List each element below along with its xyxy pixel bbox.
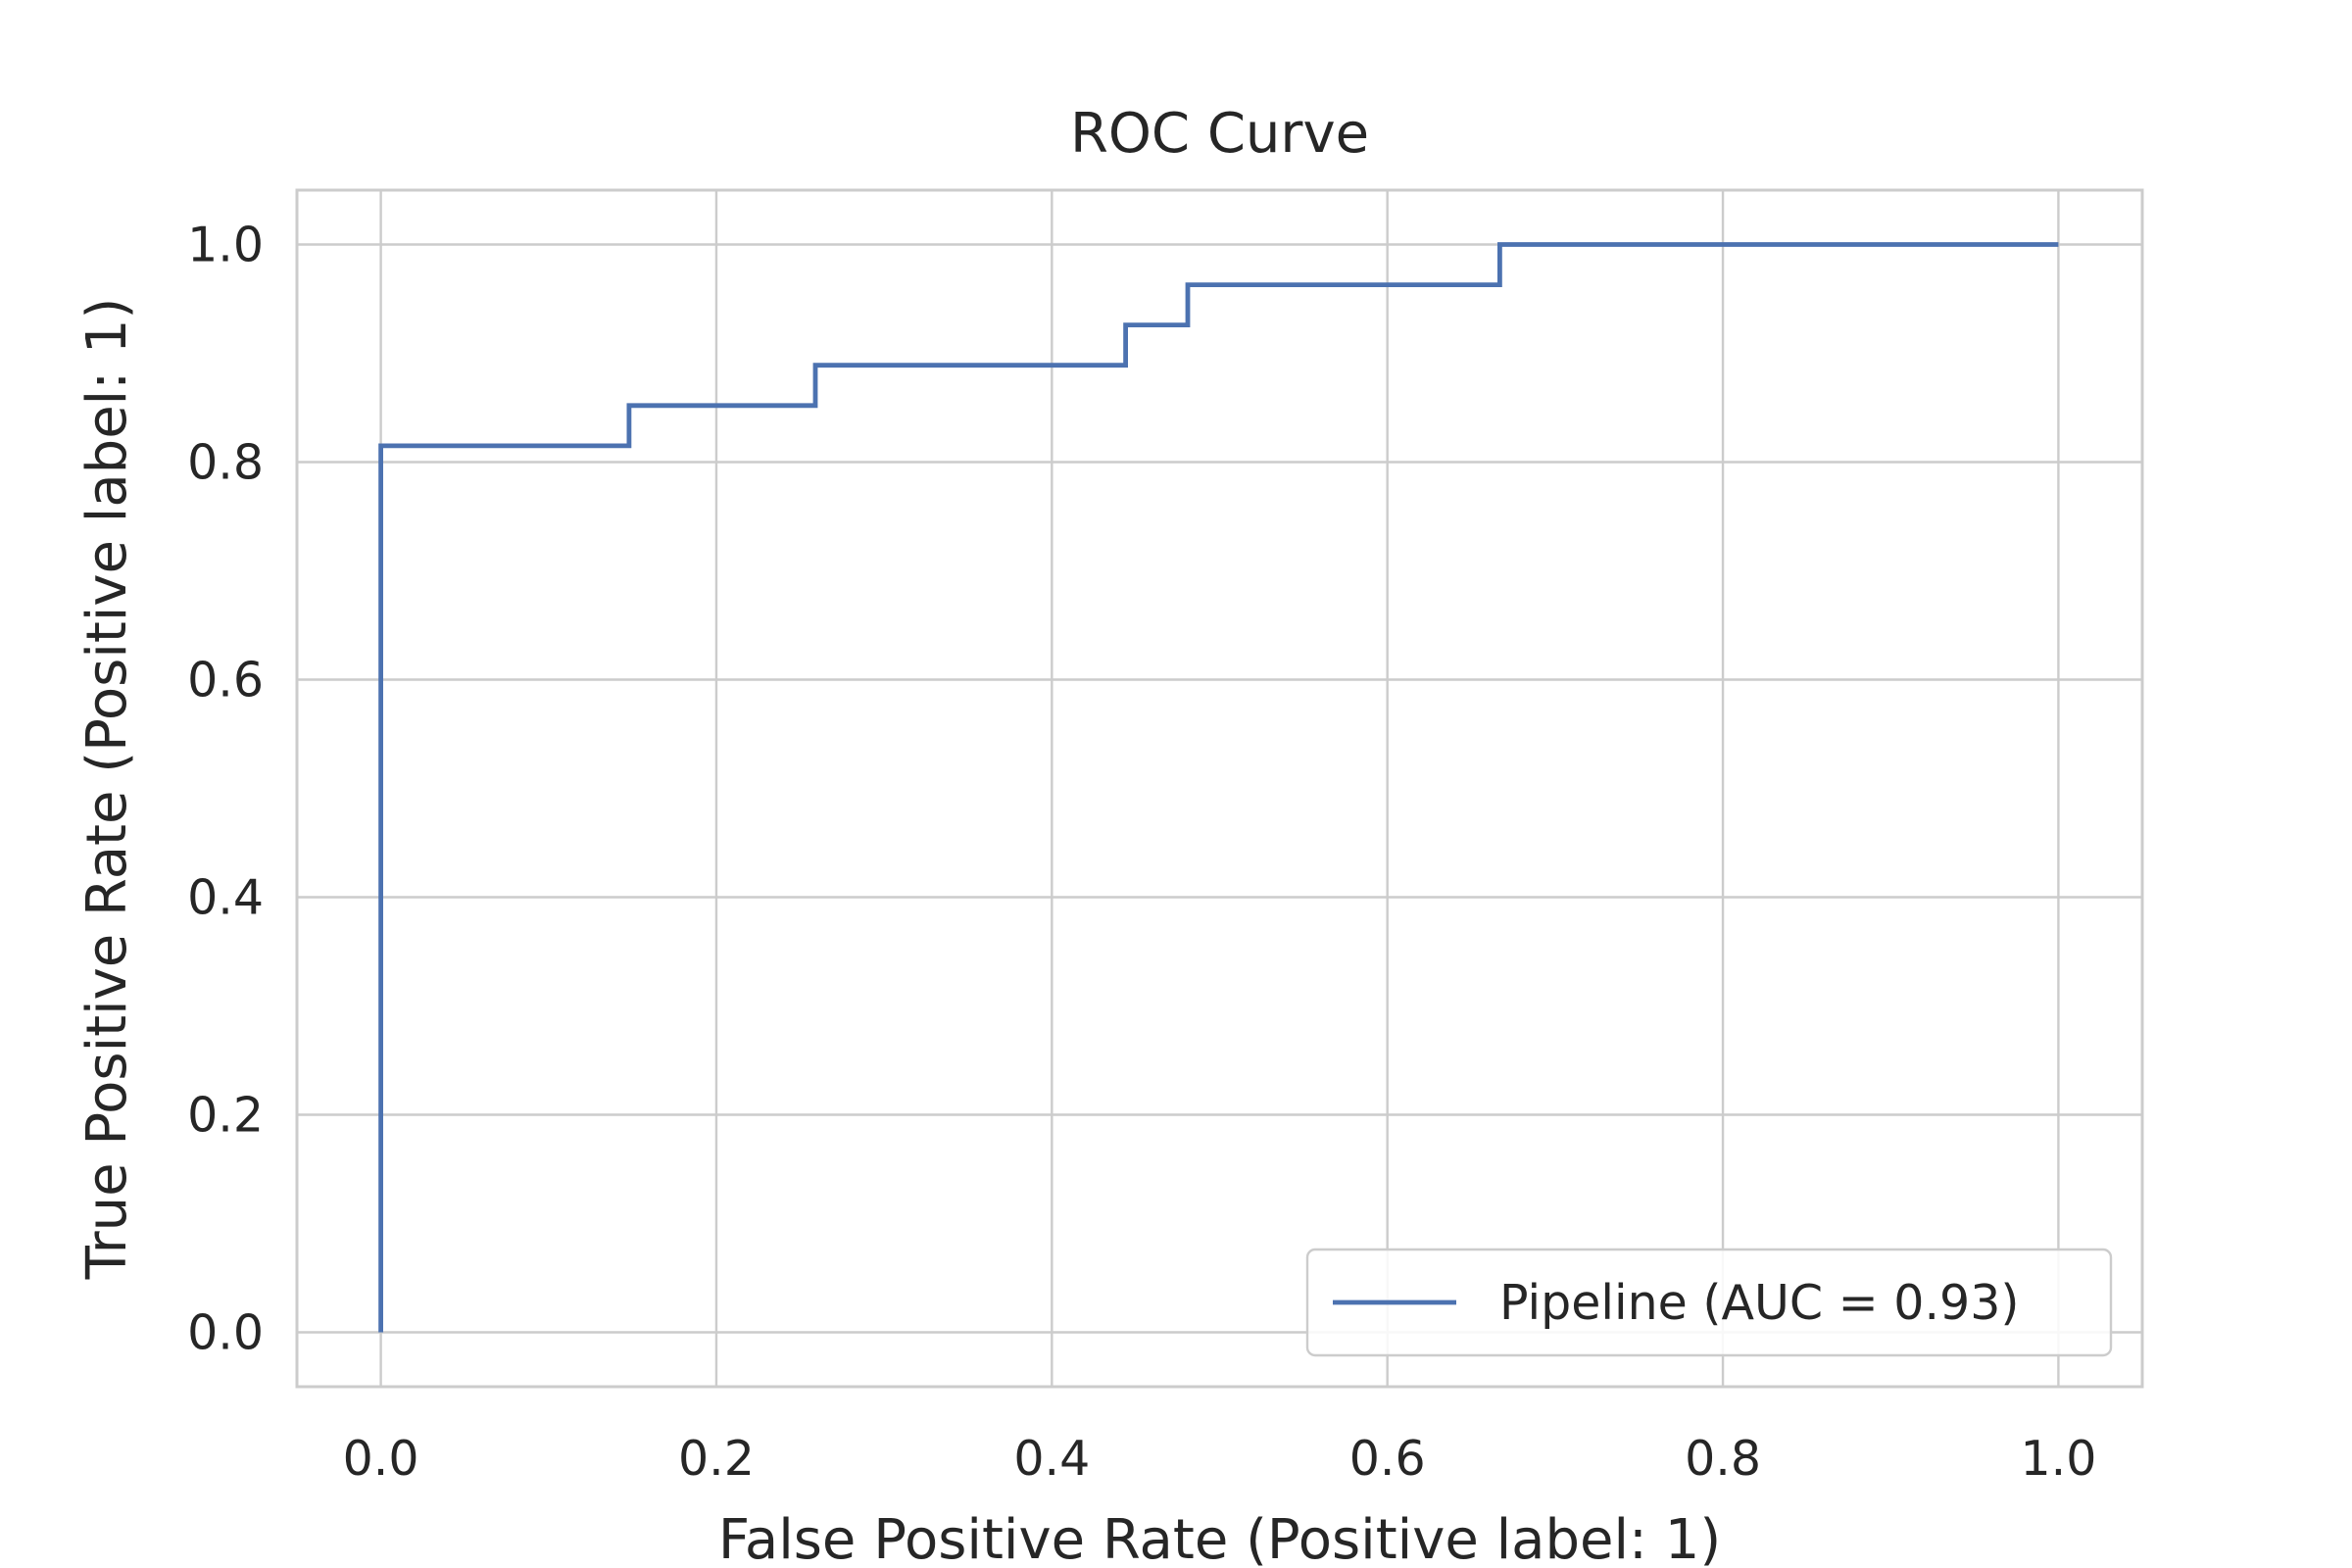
legend-box [1305,1248,2113,1357]
series-layer [378,242,2059,1333]
x-gridlines [379,190,2060,1387]
y-gridlines [297,243,2142,1334]
y-tick-label: 0.0 [187,1305,264,1361]
x-tick-labels: 0.0 0.2 0.4 0.6 0.8 1.0 [343,1431,2097,1487]
x-tick-label: 0.2 [678,1431,755,1487]
y-tick-label: 0.2 [187,1088,264,1144]
x-tick-label: 0.4 [1013,1431,1090,1487]
x-tick-label: 0.0 [343,1431,419,1487]
x-axis-label: False Positive Rate (Positive label: 1) [718,1508,1721,1568]
plot-frame [295,188,2144,1389]
y-tick-label: 1.0 [187,218,264,273]
legend-label: Pipeline (AUC = 0.93) [1499,1275,2019,1331]
y-tick-label: 0.4 [187,870,264,926]
legend: Pipeline (AUC = 0.93) [1305,1248,2113,1357]
roc-curve-line [378,242,2059,1333]
y-tick-label: 0.6 [187,653,264,709]
x-tick-label: 0.8 [1685,1431,1761,1487]
y-tick-labels: 0.0 0.2 0.4 0.6 0.8 1.0 [187,218,264,1361]
chart-title: ROC Curve [1070,102,1369,166]
x-tick-label: 0.6 [1349,1431,1426,1487]
y-axis-label: True Positive Rate (Positive label: 1) [75,298,139,1281]
y-tick-label: 0.8 [187,435,264,491]
x-tick-label: 1.0 [2020,1431,2096,1487]
